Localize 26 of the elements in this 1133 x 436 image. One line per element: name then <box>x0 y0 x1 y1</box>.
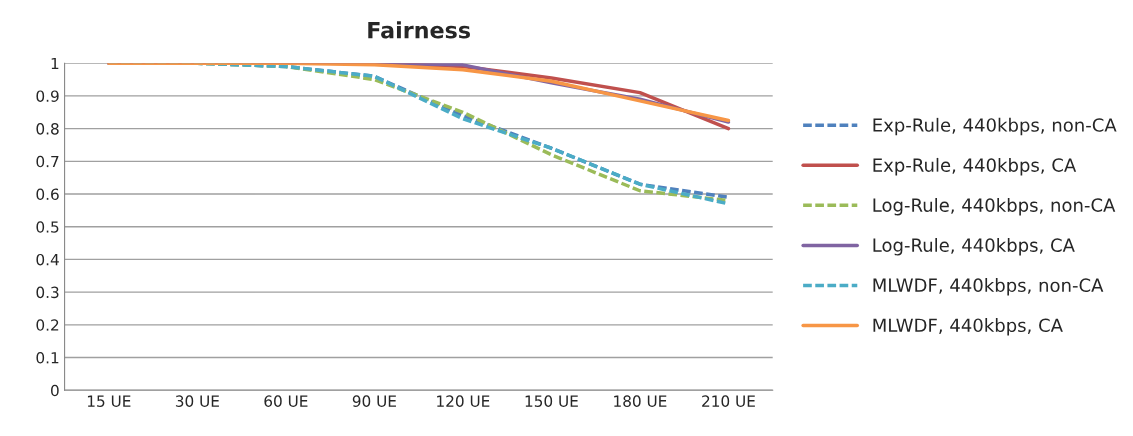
y-tick-label: 0.4 <box>36 253 59 266</box>
legend-label: Exp-Rule, 440kbps, non-CA <box>873 117 1117 136</box>
legend-label: MLWDF, 440kbps, non-CA <box>873 278 1104 296</box>
x-tick-label: 210 UE <box>702 395 755 407</box>
y-tick-label: 0.5 <box>36 221 59 233</box>
y-tick-label: 0 <box>51 384 59 397</box>
x-tick-label: 90 UE <box>352 395 396 407</box>
legend-label: MLWDF, 440kbps, CA <box>873 318 1063 336</box>
x-tick-label: 120 UE <box>437 395 490 407</box>
legend-label: Log-Rule, 440kbps, non-CA <box>873 197 1116 216</box>
y-tick-label: 0.3 <box>36 286 59 299</box>
x-tick-label: 150 UE <box>525 395 578 407</box>
legend-label: Exp-Rule, 440kbps, CA <box>873 157 1077 176</box>
y-tick-label: 0.8 <box>36 123 59 135</box>
x-tick-label: 30 UE <box>175 395 219 407</box>
legend-label: Log-Rule, 440kbps, CA <box>873 238 1075 256</box>
x-tick-label: 180 UE <box>614 395 667 407</box>
y-tick-label: 0.7 <box>36 155 59 168</box>
y-tick-label: 0.6 <box>36 188 59 201</box>
y-tick-label: 0.1 <box>36 351 59 364</box>
chart-title: Fairness <box>368 21 470 39</box>
y-tick-label: 0.2 <box>36 319 59 331</box>
x-tick-label: 15 UE <box>87 395 131 407</box>
y-tick-label: 0.9 <box>36 90 59 102</box>
y-tick-label: 1 <box>51 57 59 70</box>
x-tick-label: 60 UE <box>264 395 308 407</box>
